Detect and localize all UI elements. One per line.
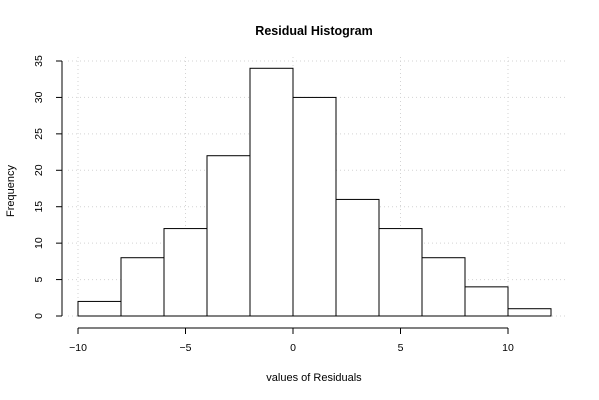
histogram-bar bbox=[249, 67, 294, 317]
histogram-bar bbox=[292, 96, 337, 317]
x-tick-label: 5 bbox=[398, 342, 404, 354]
x-tick-label: −10 bbox=[69, 342, 87, 354]
y-tick-label: 35 bbox=[33, 55, 45, 67]
x-axis-label: values of Residuals bbox=[266, 372, 362, 384]
y-tick-label: 0 bbox=[33, 313, 45, 319]
y-tick-label: 25 bbox=[33, 128, 45, 140]
histogram-bar bbox=[378, 228, 423, 317]
y-tick-label: 15 bbox=[33, 201, 45, 213]
histogram-bar bbox=[77, 300, 122, 317]
y-axis-label: Frequency bbox=[5, 165, 17, 217]
x-tick-label: 0 bbox=[290, 342, 296, 354]
x-tick-label: 10 bbox=[502, 342, 514, 354]
y-tick-label: 30 bbox=[33, 91, 45, 103]
histogram-bar bbox=[120, 257, 165, 317]
y-tick-label: 5 bbox=[33, 276, 45, 282]
chart-title: Residual Histogram bbox=[255, 24, 372, 38]
histogram-bar bbox=[507, 308, 552, 317]
y-tick-label: 20 bbox=[33, 164, 45, 176]
histogram-bar bbox=[335, 198, 380, 317]
histogram-bar bbox=[464, 286, 509, 317]
histogram-bar bbox=[163, 228, 208, 317]
axes: −10 −5 0 5 10 0 5 10 15 20 25 30 35 bbox=[33, 55, 514, 354]
y-tick-label: 10 bbox=[33, 237, 45, 249]
histogram-bar bbox=[206, 155, 251, 317]
histogram-bar bbox=[421, 257, 466, 317]
x-tick-label: −5 bbox=[180, 342, 192, 354]
bars bbox=[77, 67, 552, 317]
